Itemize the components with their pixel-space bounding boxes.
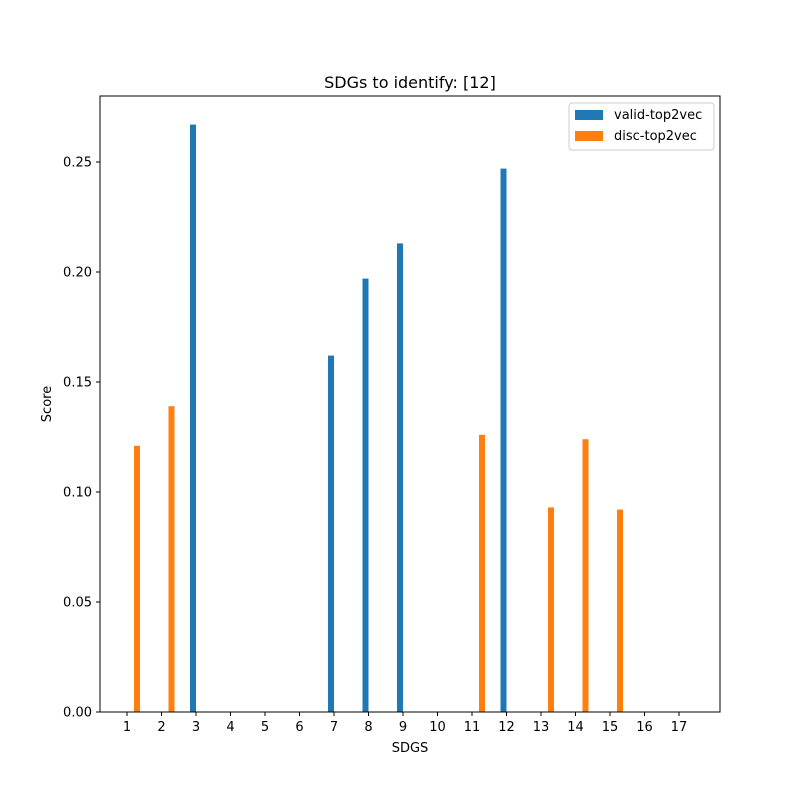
- bar-valid-top2vec-7: [328, 355, 334, 712]
- x-tick-label: 12: [498, 720, 515, 735]
- x-tick-label: 1: [123, 720, 131, 735]
- bar-valid-top2vec-12: [500, 168, 507, 713]
- legend-swatch-valid-top2vec: [575, 110, 603, 120]
- x-tick-label: 11: [464, 720, 481, 735]
- legend-label-valid-top2vec: valid-top2vec: [614, 108, 702, 123]
- y-tick-label: 0.05: [63, 596, 92, 611]
- bar-valid-top2vec-9: [397, 243, 403, 712]
- bar-disc-top2vec-11: [479, 434, 485, 712]
- y-tick-label: 0.10: [63, 486, 92, 501]
- x-axis-label: SDGS: [392, 741, 429, 756]
- x-tick-label: 13: [533, 720, 550, 735]
- x-tick-label: 5: [261, 720, 269, 735]
- bar-disc-top2vec-13: [548, 507, 554, 712]
- legend-label-disc-top2vec: disc-top2vec: [614, 129, 697, 144]
- x-tick-label: 16: [636, 720, 653, 735]
- x-axis: 1 2 3 4 5 6 7 8 9 10 11 12 13 14 15 16 17: [123, 712, 687, 735]
- y-tick-label: 0.15: [63, 376, 92, 391]
- x-tick-label: 8: [364, 720, 372, 735]
- plot-area-frame: [99, 95, 721, 713]
- x-tick-label: 3: [192, 720, 200, 735]
- x-tick-label: 14: [567, 720, 584, 735]
- x-tick-label: 15: [602, 720, 619, 735]
- bar-disc-top2vec-2: [168, 406, 175, 712]
- y-axis-label: Score: [40, 386, 55, 422]
- x-tick-label: 6: [295, 720, 303, 735]
- x-tick-label: 7: [330, 720, 338, 735]
- x-tick-label: 10: [429, 720, 446, 735]
- x-tick-label: 2: [157, 720, 165, 735]
- y-tick-label: 0.00: [63, 706, 92, 721]
- bars-layer: [134, 124, 623, 713]
- y-axis: 0.00 0.05 0.10 0.15 0.20 0.25: [63, 156, 100, 721]
- x-tick-label: 17: [671, 720, 688, 735]
- x-tick-label: 4: [226, 720, 234, 735]
- bar-valid-top2vec-3: [190, 124, 196, 713]
- y-tick-label: 0.25: [63, 156, 92, 171]
- legend: valid-top2vec disc-top2vec: [568, 102, 715, 151]
- y-tick-label: 0.20: [63, 266, 92, 281]
- chart-title: SDGs to identify: [12]: [324, 73, 496, 92]
- legend-swatch-disc-top2vec: [575, 131, 603, 141]
- bar-disc-top2vec-1: [134, 445, 140, 712]
- x-tick-label: 9: [399, 720, 407, 735]
- bar-valid-top2vec-8: [362, 278, 369, 712]
- bar-disc-top2vec-14: [582, 439, 589, 712]
- legend-box: [568, 102, 715, 151]
- bar-disc-top2vec-15: [617, 509, 623, 712]
